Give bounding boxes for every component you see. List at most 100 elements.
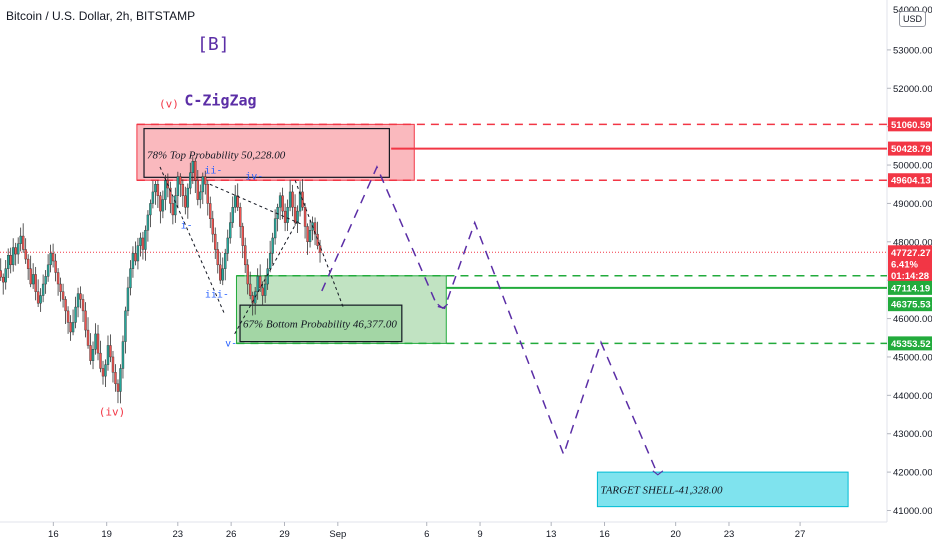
candle-body: [24, 249, 27, 260]
candle-body: [209, 203, 212, 219]
wave-labels: [B] (v) C-ZigZag (iv) i-ii-iii-iv-v-: [99, 34, 264, 418]
time-tick-label: 27: [795, 529, 806, 540]
candle-body: [106, 345, 110, 365]
price-tick-label: 44000.00: [893, 391, 932, 402]
candle-body: [234, 195, 237, 208]
chart-grid: [0, 0, 888, 523]
price-axis[interactable]: 53000.0052000.0051000.0050000.0049000.00…: [887, 5, 932, 517]
candle-body: [39, 295, 42, 304]
candle-body: [271, 237, 274, 254]
candle-body: [184, 195, 187, 208]
projection-line: [321, 165, 659, 476]
candle-body: [306, 226, 309, 243]
price-tick-label: 53000.00: [893, 45, 932, 56]
wave-iii-label: iii-: [205, 289, 229, 300]
wave-lines: [159, 166, 344, 335]
price-tag-label: 6.41%: [891, 260, 918, 271]
candle-body: [86, 329, 90, 346]
top-probability-box: [143, 127, 390, 178]
wave-iv-label: (iv): [99, 405, 126, 418]
candle-body: [16, 243, 20, 255]
candle-body: [36, 291, 40, 304]
price-tick-label: 52000.00: [893, 84, 932, 95]
candle-body: [2, 276, 5, 283]
candle-body: [116, 383, 120, 392]
candle-body: [44, 276, 47, 285]
candle-body: [268, 253, 272, 269]
candle-body: [11, 247, 15, 266]
price-tick-label: 48000.00: [893, 237, 932, 248]
price-levels: [0, 123, 887, 345]
candle-body: [176, 176, 180, 196]
price-tag: [888, 297, 932, 312]
candle-body: [288, 191, 292, 208]
candle-body: [144, 230, 147, 250]
candle-body: [84, 310, 87, 331]
candle-body: [296, 210, 299, 223]
bottom-probability-zone: [235, 275, 447, 344]
candle-body: [141, 237, 145, 250]
candle-body: [121, 341, 125, 369]
candle-body: [124, 310, 127, 342]
price-tag: [888, 268, 932, 283]
candle-body: [94, 333, 97, 350]
candle-body: [186, 187, 190, 208]
price-tick-label: 49000.00: [893, 199, 932, 210]
price-tag: [888, 117, 932, 132]
chart-title: Bitcoin / U.S. Dollar, 2h, BITSTAMP: [6, 9, 196, 23]
time-tick-label: 29: [279, 529, 290, 540]
price-tag-label: 49604.13: [891, 176, 931, 187]
candle-body: [149, 203, 152, 216]
candle-body: [206, 184, 209, 204]
price-tag-label: 46375.53: [891, 300, 931, 311]
candle-body: [171, 203, 175, 216]
wave-iv-minor-label: iv-: [245, 172, 263, 183]
wave-line: [294, 180, 344, 308]
wave-v-label: (v): [159, 97, 179, 110]
price-tag-label: 01:14:28: [891, 271, 929, 282]
candle-body: [14, 247, 17, 255]
candle-body: [196, 180, 199, 200]
candle-body: [154, 184, 157, 193]
candle-body: [263, 283, 267, 296]
candle-body: [291, 191, 294, 208]
candle-body: [298, 191, 302, 212]
candle-body: [308, 230, 312, 243]
candle-body: [71, 322, 75, 333]
candle-body: [278, 195, 282, 208]
bottom-probability-label: 67% Bottom Probability 46,377.00: [243, 319, 397, 331]
candle-body: [46, 264, 50, 277]
candle-body: [59, 283, 62, 292]
candle-body: [61, 291, 65, 300]
candle-body: [104, 364, 107, 377]
time-tick-label: 19: [101, 529, 112, 540]
candle-body: [181, 184, 185, 196]
price-tag: [888, 336, 932, 351]
currency-badge[interactable]: USD: [899, 11, 927, 27]
time-tick-label: Sep: [329, 529, 346, 540]
candle-body: [266, 268, 269, 285]
candle-body: [4, 268, 7, 283]
candle-body: [81, 299, 85, 312]
price-tick-label: 43000.00: [893, 429, 932, 440]
candle-body: [111, 356, 115, 373]
price-tick-label: 50000.00: [893, 161, 932, 172]
time-axis[interactable]: 16 19 23 26 29 Sep 6 9 13 16 20 23 27: [48, 522, 805, 540]
wave-line: [234, 218, 300, 335]
projection-path: [321, 165, 664, 476]
candle-body: [129, 268, 132, 289]
time-tick-label: 6: [424, 529, 429, 540]
candle-body: [161, 199, 165, 212]
candle-body: [191, 161, 195, 173]
candle-body: [56, 272, 60, 285]
candle-body: [258, 276, 262, 289]
candle-body: [114, 372, 117, 385]
candle-body: [119, 368, 122, 392]
candle-body: [49, 253, 52, 266]
candle-body: [0, 270, 2, 278]
candle-body: [224, 253, 227, 269]
time-tick-label: 16: [599, 529, 610, 540]
top-probability-label: 78% Top Probability 50,228.00: [147, 149, 286, 161]
candle-body: [51, 253, 55, 262]
